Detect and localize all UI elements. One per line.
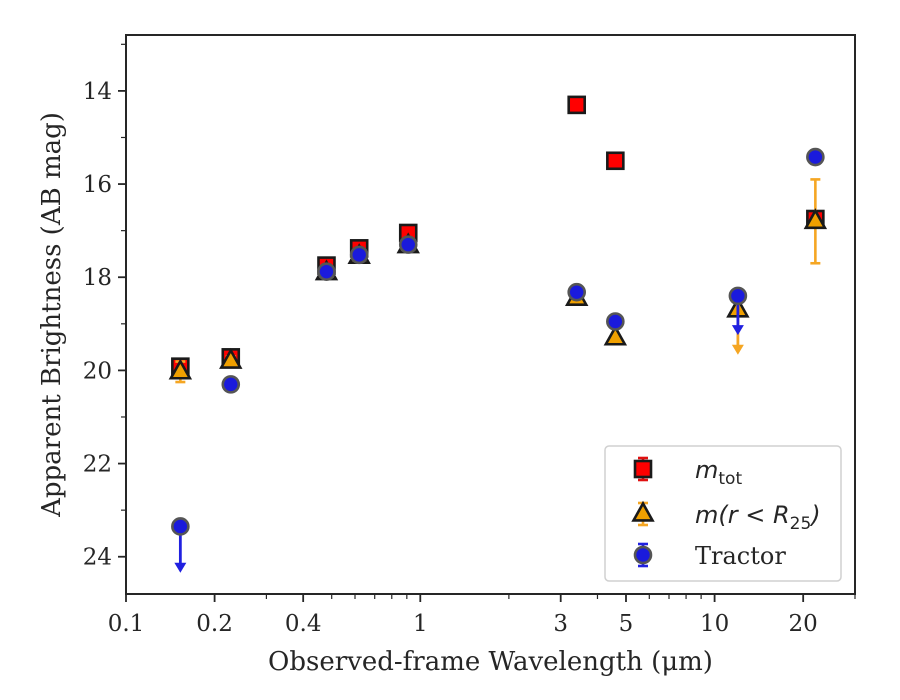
y-tick-label: 18 — [83, 265, 112, 291]
series-triangle — [168, 178, 828, 384]
x-axis: 0.1 0.2 0.4 1 3 5 10 20 — [108, 594, 856, 637]
upper-limit-arrowhead — [174, 562, 187, 573]
data-point — [221, 375, 241, 394]
data-point — [349, 245, 369, 265]
y-tick-label: 22 — [83, 452, 112, 478]
x-tick-label: 0.4 — [285, 611, 322, 637]
legend-box — [604, 445, 842, 582]
data-point — [171, 517, 190, 536]
data-point — [219, 347, 243, 369]
upper-limit-arrowhead — [731, 344, 744, 355]
data-point — [317, 262, 336, 281]
upper-limit-arrowhead — [731, 325, 744, 336]
data-point — [398, 235, 418, 254]
data-point — [806, 147, 825, 167]
y-tick-label: 20 — [83, 358, 112, 384]
x-axis-label: Observed-frame Wavelength (μm) — [268, 647, 713, 677]
y-tick-label: 24 — [83, 545, 112, 571]
legend-label: m(r < R25) — [695, 501, 821, 534]
legend-marker-square — [633, 459, 653, 479]
x-tick-label: 1 — [413, 611, 428, 637]
data-point — [606, 312, 625, 331]
y-axis-label: Apparent Brightness (AB mag) — [37, 112, 67, 518]
x-tick-label: 20 — [789, 611, 818, 637]
legend-label: Tractor — [695, 542, 786, 570]
legend-marker-triangle — [631, 500, 655, 522]
x-tick-label: 0.2 — [196, 611, 233, 637]
series-circle — [171, 147, 825, 573]
legend-label: mtot — [695, 456, 742, 489]
data-point — [567, 95, 587, 115]
legend-marker-circle — [633, 545, 653, 565]
x-tick-label: 5 — [619, 611, 634, 637]
data-point — [606, 151, 625, 171]
legend: mtot m(r < R25) Tractor — [604, 445, 842, 582]
x-tick-label: 10 — [700, 611, 729, 637]
y-axis: 14 16 18 20 22 24 — [83, 43, 126, 571]
data-point — [728, 286, 748, 306]
data-point — [567, 282, 587, 302]
x-tick-label: 0.1 — [108, 611, 145, 637]
plot-area — [168, 95, 828, 573]
y-tick-label: 16 — [83, 172, 112, 198]
data-point — [168, 358, 193, 380]
plot-frame — [125, 34, 856, 595]
series-square — [171, 95, 825, 376]
y-tick-label: 14 — [83, 79, 112, 105]
x-tick-label: 3 — [553, 611, 568, 637]
data-point — [603, 324, 628, 346]
data-point — [803, 208, 828, 230]
